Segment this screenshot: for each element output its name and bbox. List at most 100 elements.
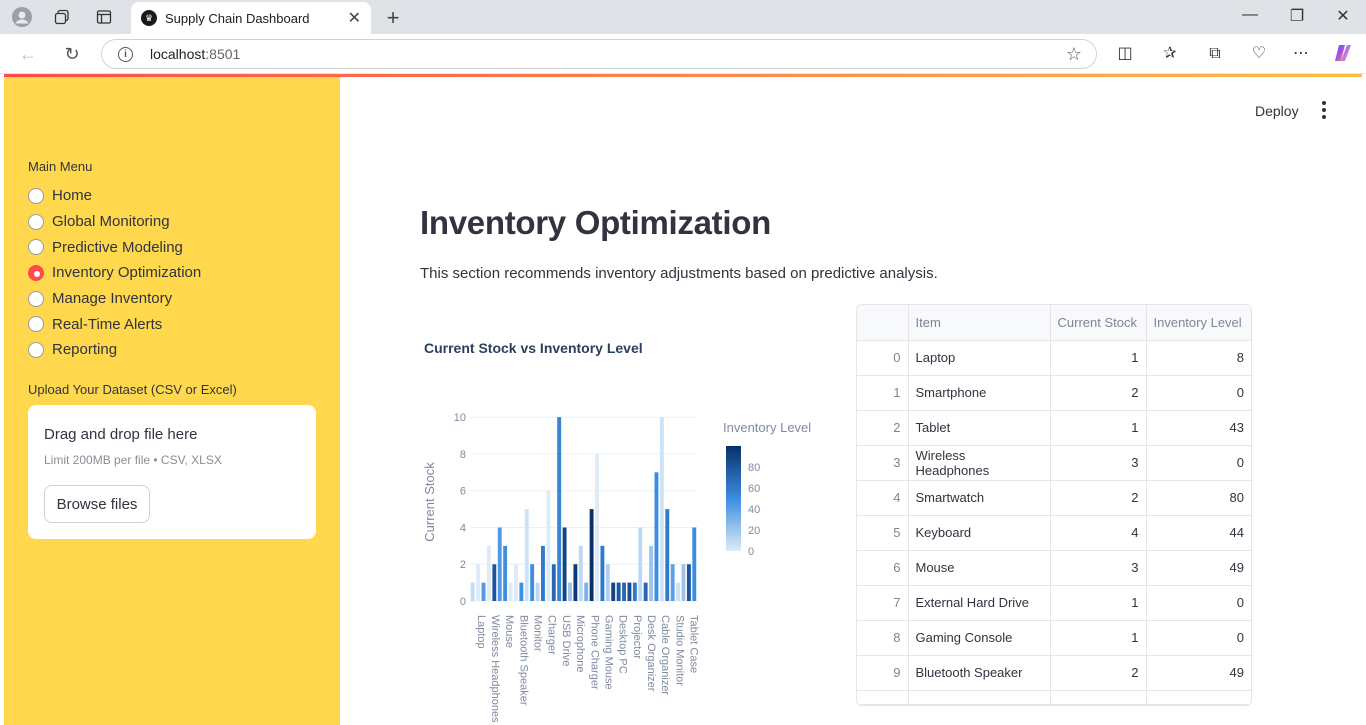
chart-bar[interactable] (513, 564, 518, 601)
chart-bar[interactable] (665, 509, 670, 601)
stock-cell[interactable]: 2 (1050, 375, 1147, 411)
level-cell[interactable]: 49 (1146, 655, 1251, 691)
chart-bar[interactable] (551, 564, 556, 601)
current-stock-header[interactable]: Current Stock (1050, 305, 1147, 341)
chart-bar[interactable] (492, 564, 497, 601)
window-close-icon[interactable]: ✕ (1336, 8, 1350, 25)
site-info-icon[interactable]: i (118, 46, 133, 62)
chart-bar[interactable] (486, 545, 491, 601)
file-dropzone[interactable]: Drag and drop file here Limit 200MB per … (28, 405, 316, 539)
chart-bar[interactable] (476, 564, 481, 601)
browser-tab-active[interactable]: ♛ Supply Chain Dashboard ✕ (131, 2, 371, 34)
chart-bar[interactable] (622, 582, 626, 601)
chart-bar[interactable] (481, 582, 486, 601)
item-cell[interactable]: Smartphone (908, 375, 1051, 411)
chart-bar[interactable] (503, 545, 508, 601)
stock-cell[interactable]: 3 (1050, 445, 1147, 481)
chart-bar[interactable] (681, 564, 686, 601)
chart-bar[interactable] (497, 527, 502, 601)
table-row[interactable]: 0 Laptop 1 8 (857, 340, 1251, 376)
chart-bar[interactable] (600, 545, 605, 601)
menu-item-predictive-modeling[interactable]: Predictive Modeling (28, 234, 201, 260)
item-cell[interactable]: Tablet (908, 410, 1051, 446)
deploy-button[interactable]: Deploy (1255, 103, 1299, 119)
chart-bar[interactable] (595, 453, 599, 601)
chart-bar[interactable] (562, 527, 567, 601)
chart-bar[interactable] (686, 564, 691, 601)
level-cell[interactable]: 0 (1146, 585, 1251, 621)
level-cell[interactable]: 43 (1146, 410, 1251, 446)
chart-bar[interactable] (535, 582, 540, 601)
level-cell[interactable]: 44 (1146, 515, 1251, 551)
radio-circle[interactable] (28, 239, 44, 256)
profile-icon[interactable] (12, 7, 32, 27)
minimize-icon[interactable]: — (1242, 6, 1258, 23)
item-cell[interactable]: Smartwatch (908, 480, 1051, 516)
table-row[interactable]: 1 Smartphone 2 0 (857, 375, 1251, 411)
item-cell[interactable]: Bluetooth Speaker (908, 655, 1051, 691)
table-row[interactable]: 7 External Hard Drive 1 0 (857, 585, 1251, 621)
restore-icon[interactable]: ❐ (1289, 8, 1305, 25)
main-menu-kebab-icon[interactable] (1318, 100, 1330, 120)
split-screen-icon[interactable]: ◫ (1117, 45, 1133, 62)
tab-close-icon[interactable]: ✕ (347, 10, 361, 27)
item-cell[interactable]: Gaming Console (908, 620, 1051, 656)
chart-bar[interactable] (541, 545, 545, 601)
item-cell[interactable]: Keyboard (908, 515, 1051, 551)
radio-circle[interactable] (28, 290, 44, 307)
item-header[interactable]: Item (908, 305, 1051, 341)
table-row[interactable]: 4 Smartwatch 2 80 (857, 480, 1251, 516)
chart-bar[interactable] (654, 472, 659, 601)
stock-cell[interactable]: 1 (1050, 620, 1147, 656)
radio-circle-selected[interactable] (28, 264, 44, 281)
more-options-icon[interactable]: ⋯ (1293, 45, 1309, 62)
chart-bar[interactable] (568, 582, 572, 601)
chart-bar[interactable] (627, 582, 632, 601)
chart-bar[interactable] (616, 582, 621, 601)
workspaces-icon[interactable] (52, 7, 72, 27)
item-cell[interactable]: Wireless Headphones (908, 445, 1051, 481)
chart-bar[interactable] (519, 582, 524, 601)
tab-actions-icon[interactable] (94, 7, 114, 27)
stock-cell[interactable]: 4 (1050, 515, 1147, 551)
menu-item-inventory-optimization[interactable]: Inventory Optimization (28, 260, 201, 286)
inventory-table[interactable]: Item Current Stock Inventory Level 0 Lapt… (856, 304, 1252, 706)
level-cell[interactable]: 80 (1146, 480, 1251, 516)
menu-item-reporting[interactable]: Reporting (28, 337, 201, 363)
back-icon[interactable]: ← (19, 44, 37, 64)
radio-circle[interactable] (28, 213, 44, 230)
table-row[interactable]: 5 Keyboard 4 44 (857, 515, 1251, 551)
level-cell[interactable]: 8 (1146, 340, 1251, 376)
stock-cell[interactable]: 3 (1050, 550, 1147, 586)
table-row[interactable]: 9 Bluetooth Speaker 2 49 (857, 655, 1251, 691)
table-row[interactable]: 3 Wireless Headphones 3 0 (857, 445, 1251, 481)
chart-bar[interactable] (557, 417, 562, 601)
table-row[interactable]: 8 Gaming Console 1 0 (857, 620, 1251, 656)
table-row-partial[interactable] (857, 690, 1251, 705)
chart-bar[interactable] (692, 527, 697, 601)
stock-cell[interactable]: 2 (1050, 655, 1147, 691)
chart-bar[interactable] (589, 509, 594, 601)
chart-bar[interactable] (611, 582, 616, 601)
chart-bar[interactable] (605, 564, 610, 601)
stock-cell[interactable]: 1 (1050, 410, 1147, 446)
copilot-icon[interactable] (1332, 43, 1354, 65)
radio-circle[interactable] (28, 341, 44, 358)
chart-bar[interactable] (676, 582, 681, 601)
new-tab-icon[interactable]: + (386, 5, 400, 30)
chart-bar[interactable] (578, 545, 583, 601)
table-row[interactable]: 6 Mouse 3 49 (857, 550, 1251, 586)
chart-bar[interactable] (659, 417, 664, 601)
chart-bar[interactable] (649, 545, 653, 601)
chart-bar[interactable] (470, 582, 475, 601)
chart-bar[interactable] (508, 582, 513, 601)
chart-bar[interactable] (670, 564, 675, 601)
table-row[interactable]: 2 Tablet 1 43 (857, 410, 1251, 446)
chart-bar[interactable] (546, 490, 551, 601)
collections-icon[interactable]: ⧉ (1209, 45, 1221, 62)
menu-item-global-monitoring[interactable]: Global Monitoring (28, 209, 201, 235)
level-cell[interactable]: 0 (1146, 445, 1251, 481)
stock-cell[interactable]: 2 (1050, 480, 1147, 516)
browser-essentials-icon[interactable]: ♡ (1251, 45, 1267, 62)
item-cell[interactable]: Laptop (908, 340, 1051, 376)
